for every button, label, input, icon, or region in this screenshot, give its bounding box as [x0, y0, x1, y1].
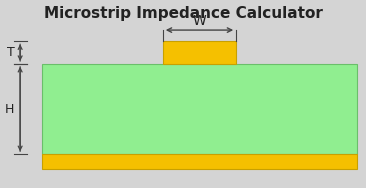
- Text: H: H: [5, 102, 15, 116]
- Bar: [163, 41, 236, 64]
- Bar: [42, 154, 357, 169]
- Text: Microstrip Impedance Calculator: Microstrip Impedance Calculator: [44, 6, 322, 21]
- Text: W: W: [193, 14, 206, 28]
- Bar: [42, 64, 357, 154]
- Text: T: T: [7, 46, 15, 59]
